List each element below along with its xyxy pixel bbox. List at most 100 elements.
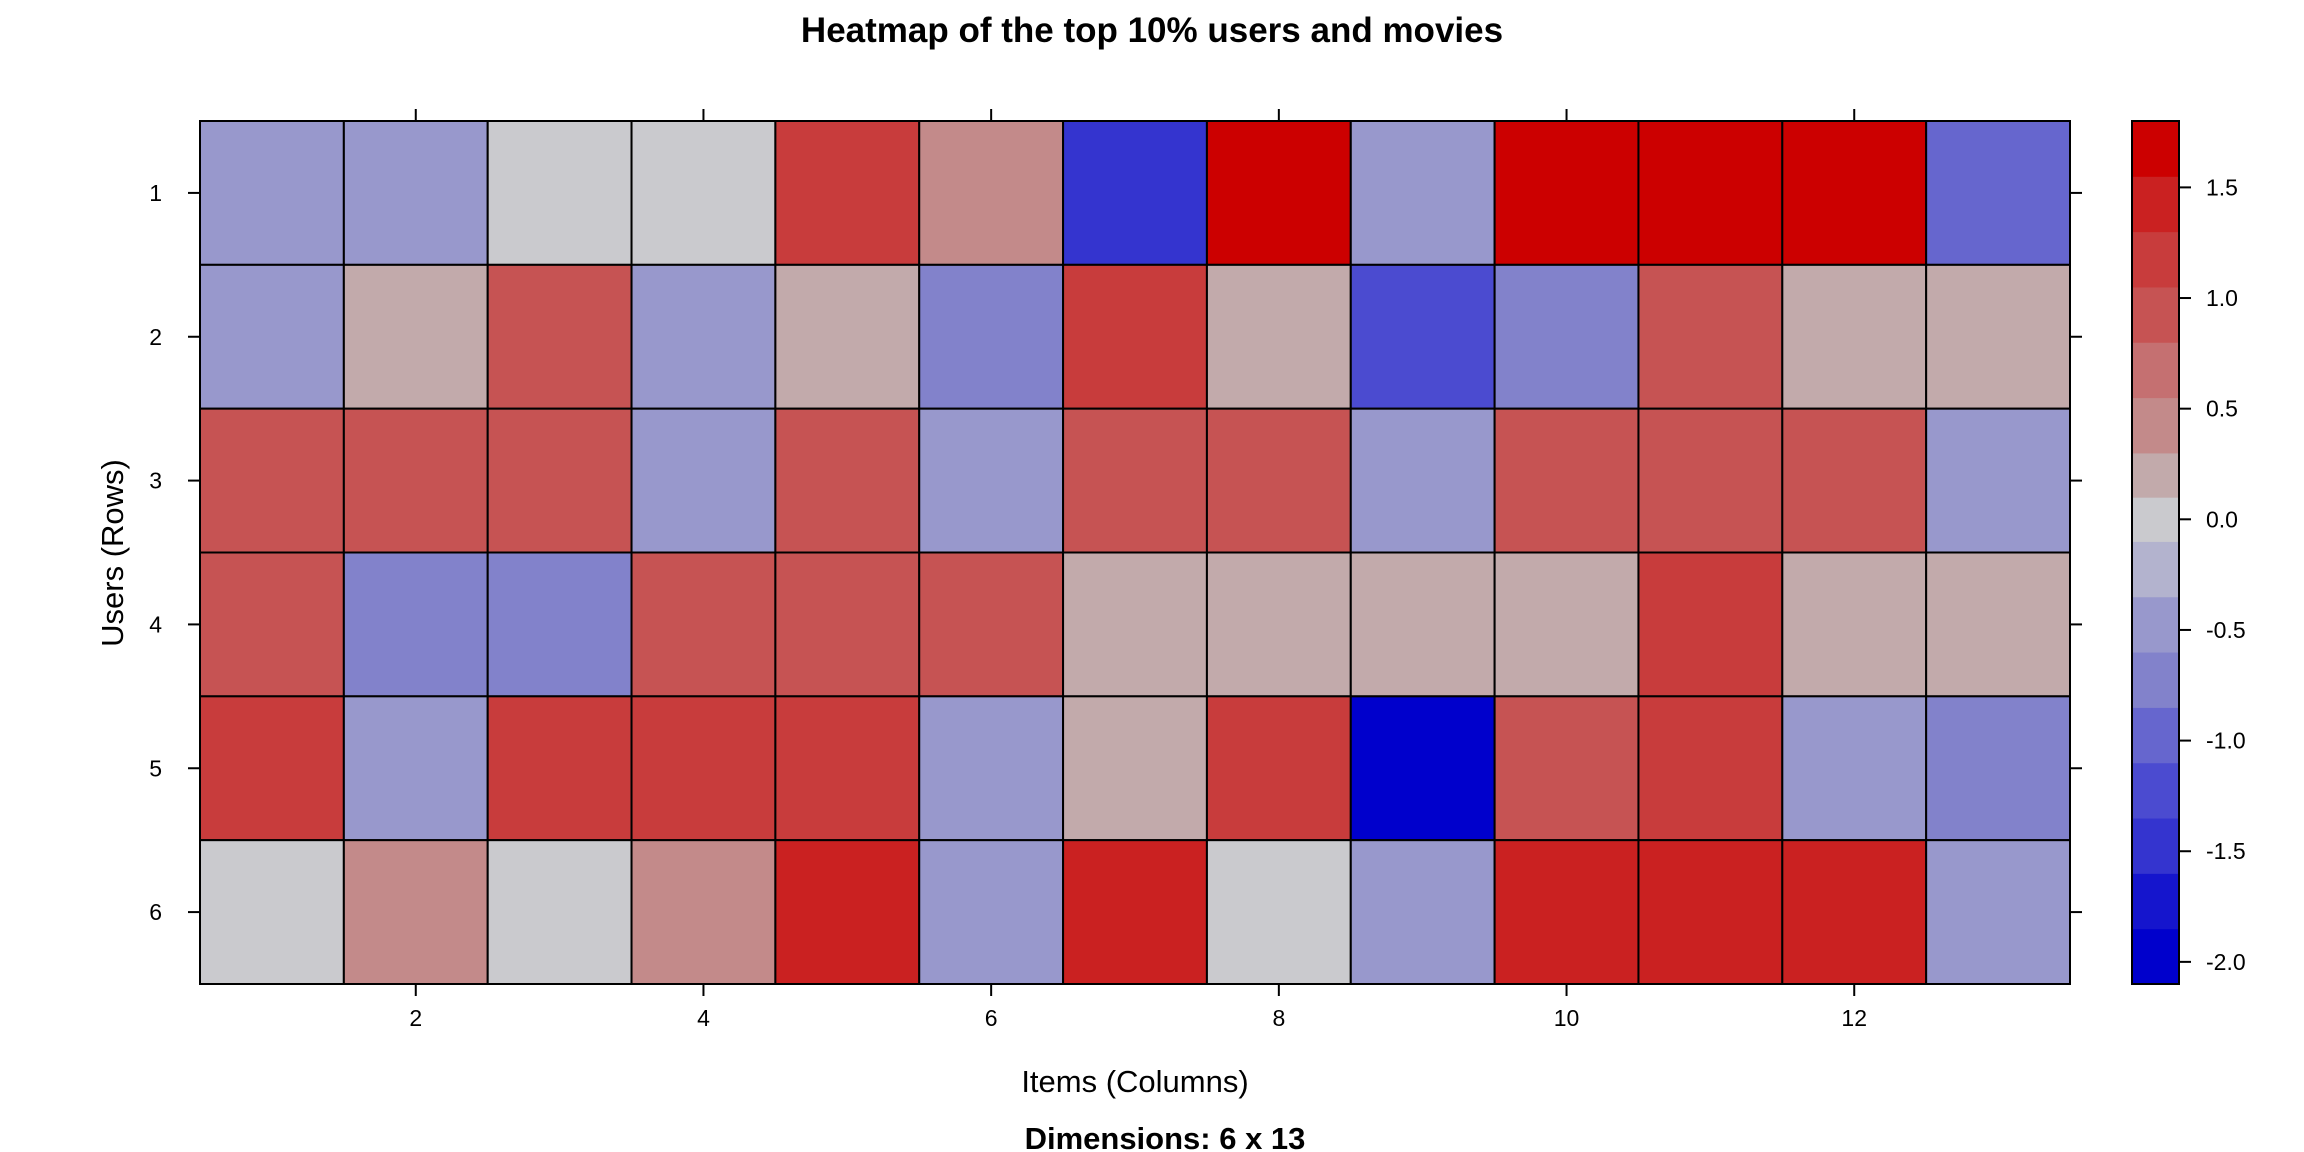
heatmap-cell: [1349, 263, 1496, 410]
heatmap-cell: [1205, 695, 1352, 842]
heatmap-cell: [918, 695, 1065, 842]
heatmap-cell: [1349, 839, 1496, 986]
heatmap-cell: [1637, 839, 1784, 986]
heatmap-cell: [630, 263, 777, 410]
x-tick-label: 4: [697, 1005, 710, 1031]
heatmap-cell: [1781, 551, 1928, 698]
heatmap-cell: [1637, 695, 1784, 842]
heatmap-cell: [1925, 551, 2071, 698]
heatmap-cell: [630, 839, 777, 986]
heatmap-cell: [918, 551, 1065, 698]
x-tick-label: 2: [409, 1005, 422, 1031]
colorbar-tick-label: 1.0: [2206, 285, 2238, 311]
colorbar-band: [2132, 928, 2179, 985]
colorbar-tick-label: 0.5: [2206, 396, 2238, 422]
colorbar-band: [2132, 397, 2179, 454]
heatmap-cell: [1062, 839, 1208, 986]
y-tick-label: 3: [149, 468, 162, 494]
heatmap-cell: [486, 839, 633, 986]
colorbar-band: [2132, 762, 2179, 819]
heatmap-cell: [1349, 120, 1496, 266]
heatmap-cell: [1062, 407, 1208, 554]
heatmap-cell: [342, 839, 489, 986]
y-axis-ticks: 1 2 3 4 5 6: [149, 180, 2082, 925]
heatmap-cell: [1925, 695, 2071, 842]
heatmap-cell: [1493, 839, 1640, 986]
x-tick-label: 10: [1554, 1005, 1580, 1031]
colorbar-legend: -2.0 -1.5 -1.0 -0.5 0.0 0.5 1.0 1.5: [2131, 120, 2246, 985]
x-tick-label: 6: [985, 1005, 998, 1031]
x-axis-ticks: 2 4 6 8 10 12: [409, 109, 1867, 1031]
heatmap-cell: [1493, 120, 1640, 266]
colorbar-band: [2132, 497, 2179, 542]
colorbar-band: [2132, 342, 2179, 399]
heatmap-cell: [774, 551, 921, 698]
colorbar-band: [2132, 176, 2179, 233]
heatmap-cell: [1637, 407, 1784, 554]
heatmap-cell: [1493, 407, 1640, 554]
heatmap-cell: [918, 120, 1065, 266]
colorbar-band: [2132, 452, 2179, 498]
heatmap-cell: [1637, 263, 1784, 410]
y-axis-title: Users (Rows): [95, 459, 130, 647]
heatmap-cell: [774, 120, 921, 266]
heatmap-cell: [1205, 551, 1352, 698]
heatmap-cell: [342, 263, 489, 410]
colorbar-tick-label: 0.0: [2206, 506, 2238, 532]
y-tick-label: 1: [149, 180, 162, 206]
heatmap-cell: [1925, 407, 2071, 554]
heatmap-cell: [486, 407, 633, 554]
heatmap-cell: [199, 551, 345, 698]
colorbar-band: [2132, 873, 2179, 930]
heatmap-cell: [342, 407, 489, 554]
heatmap-cell: [1205, 263, 1352, 410]
heatmap-cell: [1781, 120, 1928, 266]
heatmap-cell: [1781, 839, 1928, 986]
colorbar-band: [2132, 707, 2179, 764]
heatmap-cell: [1781, 695, 1928, 842]
heatmap-cell: [486, 551, 633, 698]
heatmap-cell: [630, 695, 777, 842]
heatmap-cell: [630, 551, 777, 698]
colorbar-band: [2132, 231, 2179, 288]
chart-title: Heatmap of the top 10% users and movies: [801, 11, 1503, 50]
heatmap-cell: [774, 407, 921, 554]
colorbar-band: [2132, 121, 2179, 177]
heatmap-cell: [1062, 551, 1208, 698]
y-tick-label: 5: [149, 755, 162, 781]
heatmap-cell: [918, 407, 1065, 554]
heatmap-cell: [1062, 120, 1208, 266]
heatmap-cell: [1493, 263, 1640, 410]
heatmap-cell: [342, 695, 489, 842]
y-tick-label: 6: [149, 899, 162, 925]
heatmap-cell: [486, 695, 633, 842]
colorbar-band: [2132, 541, 2179, 598]
heatmap-cell: [1925, 839, 2071, 986]
heatmap-cell: [1205, 407, 1352, 554]
heatmap-cell: [774, 695, 921, 842]
colorbar-tick-label: -1.0: [2206, 728, 2246, 754]
heatmap-cell: [199, 407, 345, 554]
heatmap-cell: [1493, 695, 1640, 842]
heatmap-cell: [1349, 695, 1496, 842]
heatmap-cell: [342, 120, 489, 266]
chart-subtitle: Dimensions: 6 x 13: [1025, 1121, 1306, 1152]
heatmap-cell: [1062, 263, 1208, 410]
heatmap-cell: [774, 839, 921, 986]
x-tick-label: 8: [1272, 1005, 1285, 1031]
heatmap-cell: [630, 407, 777, 554]
heatmap-cell: [199, 839, 345, 986]
heatmap-cell: [1349, 407, 1496, 554]
heatmap-cell: [1205, 120, 1352, 266]
y-tick-label: 4: [149, 611, 162, 637]
colorbar-tick-label: -0.5: [2206, 617, 2246, 643]
colorbar-frame: [2131, 120, 2180, 985]
heatmap-cell: [1062, 695, 1208, 842]
heatmap-cell: [630, 120, 777, 266]
colorbar-band: [2132, 818, 2179, 874]
heatmap-cell: [1637, 551, 1784, 698]
heatmap-cell: [1637, 120, 1784, 266]
x-axis-title: Items (Columns): [1021, 1064, 1248, 1099]
heatmap-cell: [1781, 263, 1928, 410]
